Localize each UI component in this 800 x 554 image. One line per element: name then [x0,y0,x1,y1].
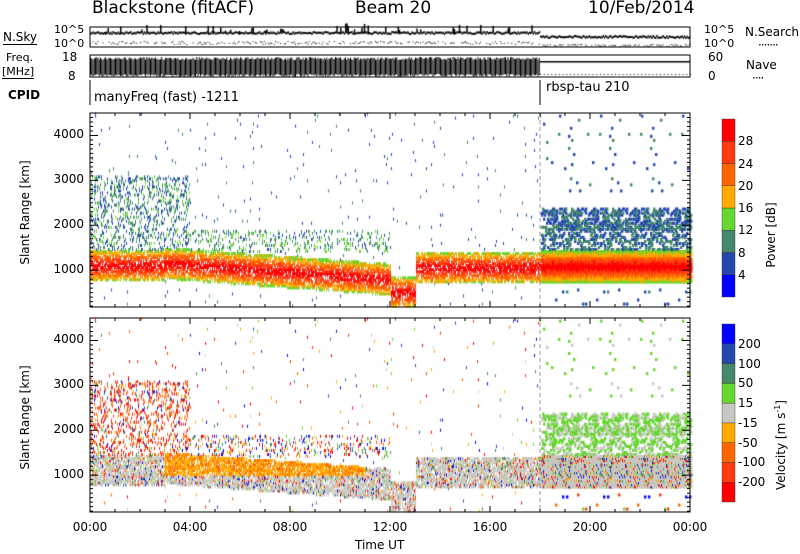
power-panel-frame [89,112,691,308]
power-colorbar-tick: 24 [738,156,754,171]
velocity-ytick-label: 1000 [53,467,84,482]
velocity-colorbar-segment [721,383,736,404]
velocity-colorbar-segment [721,462,736,483]
power-colorbar-tick: 16 [738,201,754,215]
velocity-colorbar-tick: 50 [738,376,754,391]
nsearch-legend: ······· [758,38,779,52]
xtick-label: 12:00 [372,520,408,534]
beam-label: Beam 20 [355,0,432,18]
noise-tick-high: 10^5 [54,23,85,36]
power-colorbar-segment [721,118,736,142]
velocity-colorbar-segment [721,363,736,384]
power-colorbar-tick: 8 [738,245,746,260]
noise-tick-high-right: 10^5 [704,23,735,36]
power-ytick-label: 2000 [53,217,84,232]
power-ytick-label: 1000 [53,262,84,277]
freq-tick-high: 18 [62,50,78,64]
freq-tick-low: 8 [68,69,76,83]
freq-label: Freq. [6,51,34,64]
noise-panel-frame [89,26,691,48]
velocity-label-sup: -1 [773,404,782,413]
xtick-label: 16:00 [472,520,508,534]
nsearch-label: N.Search [745,25,800,39]
power-colorbar-segment [721,230,736,253]
cpid-label: CPID [8,88,41,102]
power-ytick-label: 4000 [53,127,84,142]
power-colorbar-segment [721,141,736,164]
power-colorbar-tick: 20 [738,178,754,193]
velocity-colorbar-segment [721,442,736,463]
power-ytick-label: 3000 [53,172,84,187]
velocity-colorbar-label: Velocity [m s-1] [773,385,788,505]
cpid-segment-2: rbsp-tau 210 [546,80,630,95]
freq-panel-frame [89,54,691,78]
xtick-label: 00:00 [72,520,108,534]
station-title: Blackstone (fitACF) [92,0,255,18]
power-colorbar-segment [721,207,736,231]
xlabel: Time UT [355,538,405,552]
nsky-label: N.Sky [3,30,38,45]
velocity-ytick-label: 4000 [53,332,84,347]
velocity-ylabel: Slant Range [km] [18,365,32,470]
noise-tick-low: 10^0 [54,37,85,50]
xtick-label: 04:00 [172,520,208,534]
nave-legend: ···· [752,71,764,85]
velocity-colorbar-segment [721,343,736,364]
power-colorbar-tick: 12 [738,223,754,238]
cpid-segment-1: manyFreq (fast) -1211 [94,90,239,105]
power-colorbar-label: Power [dB] [764,202,778,268]
power-colorbar-segment [721,274,736,298]
velocity-label-end: ] [774,400,788,405]
nave-label: Nave [746,58,777,72]
velocity-ytick-label: 3000 [53,377,84,392]
velocity-colorbar-tick: -15 [738,415,758,430]
velocity-colorbar-segment [721,482,736,503]
power-colorbar-tick: 4 [738,267,746,282]
velocity-colorbar-tick: 200 [738,336,761,351]
velocity-colorbar-tick: -100 [738,455,766,470]
velocity-colorbar-segment [721,422,736,443]
xtick-label: 20:00 [572,520,608,534]
velocity-colorbar-segment [721,402,736,424]
nave-tick-low: 0 [708,69,716,83]
velocity-panel-frame [89,317,691,513]
power-colorbar-tick: 28 [738,134,754,149]
velocity-colorbar-segment [721,323,736,344]
xtick-label: 08:00 [272,520,308,534]
xtick-label: 00:00 [672,520,708,534]
velocity-colorbar-tick: 100 [738,356,761,371]
velocity-colorbar-tick: 15 [738,396,754,411]
power-colorbar-segment [721,163,736,186]
date-label: 10/Feb/2014 [588,0,695,18]
power-colorbar-segment [721,185,736,209]
velocity-ytick-label: 2000 [53,422,84,437]
velocity-colorbar-tick: -50 [738,435,758,450]
noise-tick-low-right: 10^0 [704,37,735,50]
power-ylabel: Slant Range [km] [18,160,32,265]
power-colorbar-segment [721,252,736,275]
velocity-colorbar-tick: -200 [738,475,766,490]
freq-unit-label: [MHz] [2,65,35,79]
velocity-label-main: Velocity [m s [774,412,788,490]
nave-tick-high: 60 [708,50,724,64]
